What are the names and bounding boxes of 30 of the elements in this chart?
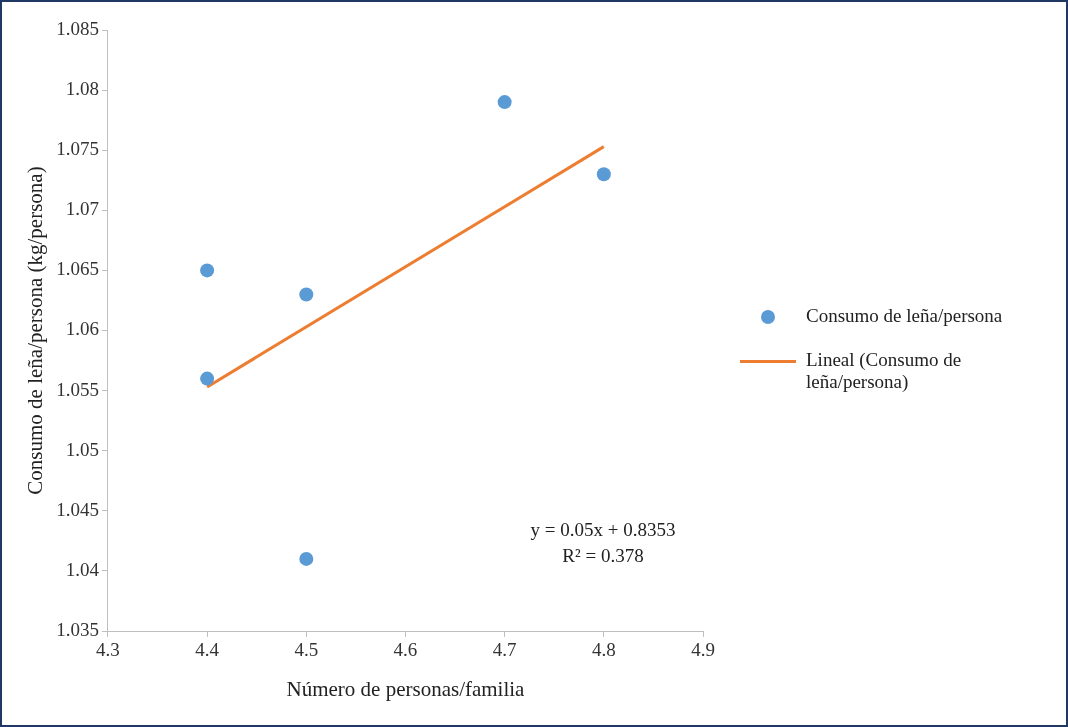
x-tick-label: 4.7 [492, 639, 517, 661]
point [596, 167, 611, 182]
point [299, 287, 314, 302]
annotation: y = 0.05x + 0.8353 [530, 518, 676, 540]
y-tick-label: 1.08 [65, 78, 99, 100]
y-tick-label: 1.075 [56, 138, 99, 160]
x-tick-label: 4.6 [393, 639, 418, 661]
y-tick-label: 1.05 [65, 438, 99, 460]
x-axis-title: Número de personas/familia [286, 676, 526, 701]
x-tick-label: 4.3 [96, 639, 120, 661]
y-tick-label: 1.04 [65, 558, 100, 580]
x-tick-label: 4.5 [294, 639, 319, 661]
x-tick-label: 4.8 [591, 639, 616, 661]
x-tick-label: 4.4 [195, 639, 220, 661]
annotation: R² = 0.378 [562, 544, 644, 566]
y-tick-label: 1.07 [65, 198, 99, 220]
y-axis-title: Consumo de leña/persona (kg/persona) [23, 166, 48, 495]
y-tick-label: 1.06 [65, 318, 99, 340]
y-tick-label: 1.055 [56, 378, 99, 400]
legend-label: Lineal (Consumo de leña/persona) [806, 349, 963, 393]
y-tick-label: 1.065 [56, 258, 99, 280]
point [200, 263, 215, 278]
point [299, 551, 314, 566]
y-tick-label: 1.085 [56, 17, 99, 39]
y-tick-label: 1.045 [56, 498, 99, 520]
point [200, 371, 215, 386]
y-tick-label: 1.035 [56, 618, 99, 640]
x-tick-label: 4.9 [691, 639, 715, 661]
legend-label: Consumo de leña/persona [806, 305, 1003, 327]
point [497, 95, 512, 110]
